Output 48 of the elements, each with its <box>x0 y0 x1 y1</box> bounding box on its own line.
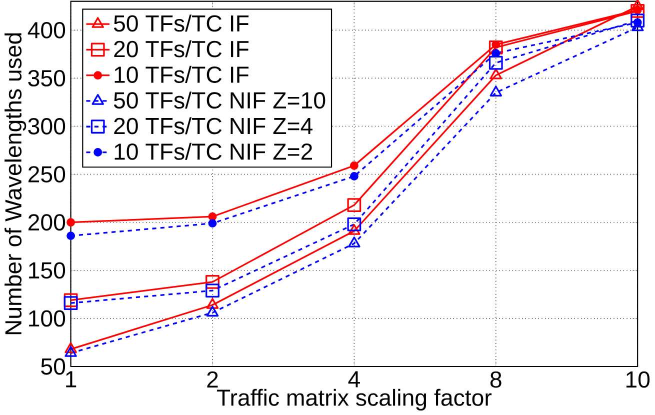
x-tick-label: 1 <box>66 371 76 388</box>
point <box>350 172 358 180</box>
point <box>64 346 77 357</box>
point <box>206 284 220 298</box>
point <box>208 219 217 228</box>
point <box>66 232 76 240</box>
point <box>492 40 500 49</box>
point <box>347 217 362 232</box>
x-tick-label: 8 <box>490 371 502 388</box>
point <box>347 198 362 212</box>
y-tick-label: 250 <box>28 166 66 182</box>
legend-label: 10 TFs/TC IF <box>114 66 249 83</box>
point <box>348 236 360 248</box>
point <box>488 56 503 70</box>
x-tick-label: 2 <box>207 371 218 388</box>
x-axis-title: Traffic matrix scaling factor <box>216 388 492 410</box>
point <box>630 4 645 18</box>
y-tick-label: 100 <box>29 310 66 327</box>
point <box>630 14 645 28</box>
x-tick-label: 10 <box>626 371 650 388</box>
point <box>633 18 642 27</box>
point <box>350 161 358 170</box>
y-tick-label: 400 <box>28 22 66 38</box>
x-tick-label: 4 <box>348 371 360 388</box>
point <box>488 40 503 54</box>
point <box>64 296 78 310</box>
y-tick-label: 350 <box>28 70 66 86</box>
point <box>206 298 219 309</box>
legend-label: 50 TFs/TC IF <box>114 14 249 32</box>
point <box>490 86 502 96</box>
point <box>348 224 360 235</box>
point <box>208 212 217 221</box>
legend-label: 20 TFs/TC NIF Z=4 <box>114 117 312 134</box>
point <box>490 68 502 80</box>
legend-label: 20 TFs/TC IF <box>114 40 249 58</box>
y-tick-label: 200 <box>28 214 66 231</box>
y-axis-title: Number of Wavelengths used <box>4 33 26 334</box>
y-tick-label: 300 <box>28 118 66 134</box>
legend-label: 10 TFs/TC NIF Z=2 <box>114 142 312 160</box>
point <box>631 0 644 10</box>
legend-label: 50 TFs/TC NIF Z=10 <box>114 92 326 109</box>
point <box>66 218 76 227</box>
y-tick-label: 50 <box>41 358 66 375</box>
point <box>206 306 219 317</box>
point <box>206 274 220 289</box>
point <box>64 342 77 354</box>
point <box>633 6 642 14</box>
y-tick-label: 150 <box>29 262 66 279</box>
